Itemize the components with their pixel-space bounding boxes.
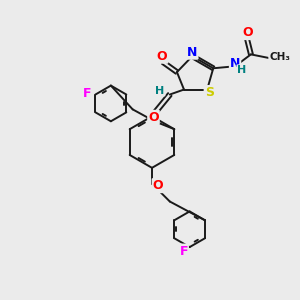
Text: O: O (157, 50, 167, 63)
Text: N: N (230, 57, 240, 70)
Text: O: O (148, 111, 159, 124)
Text: F: F (83, 87, 92, 100)
Text: H: H (155, 85, 164, 96)
Text: O: O (153, 179, 163, 192)
Text: O: O (243, 26, 253, 39)
Text: S: S (205, 86, 214, 99)
Text: N: N (187, 46, 197, 59)
Text: F: F (179, 244, 188, 258)
Text: H: H (237, 65, 247, 75)
Text: CH₃: CH₃ (269, 52, 290, 62)
